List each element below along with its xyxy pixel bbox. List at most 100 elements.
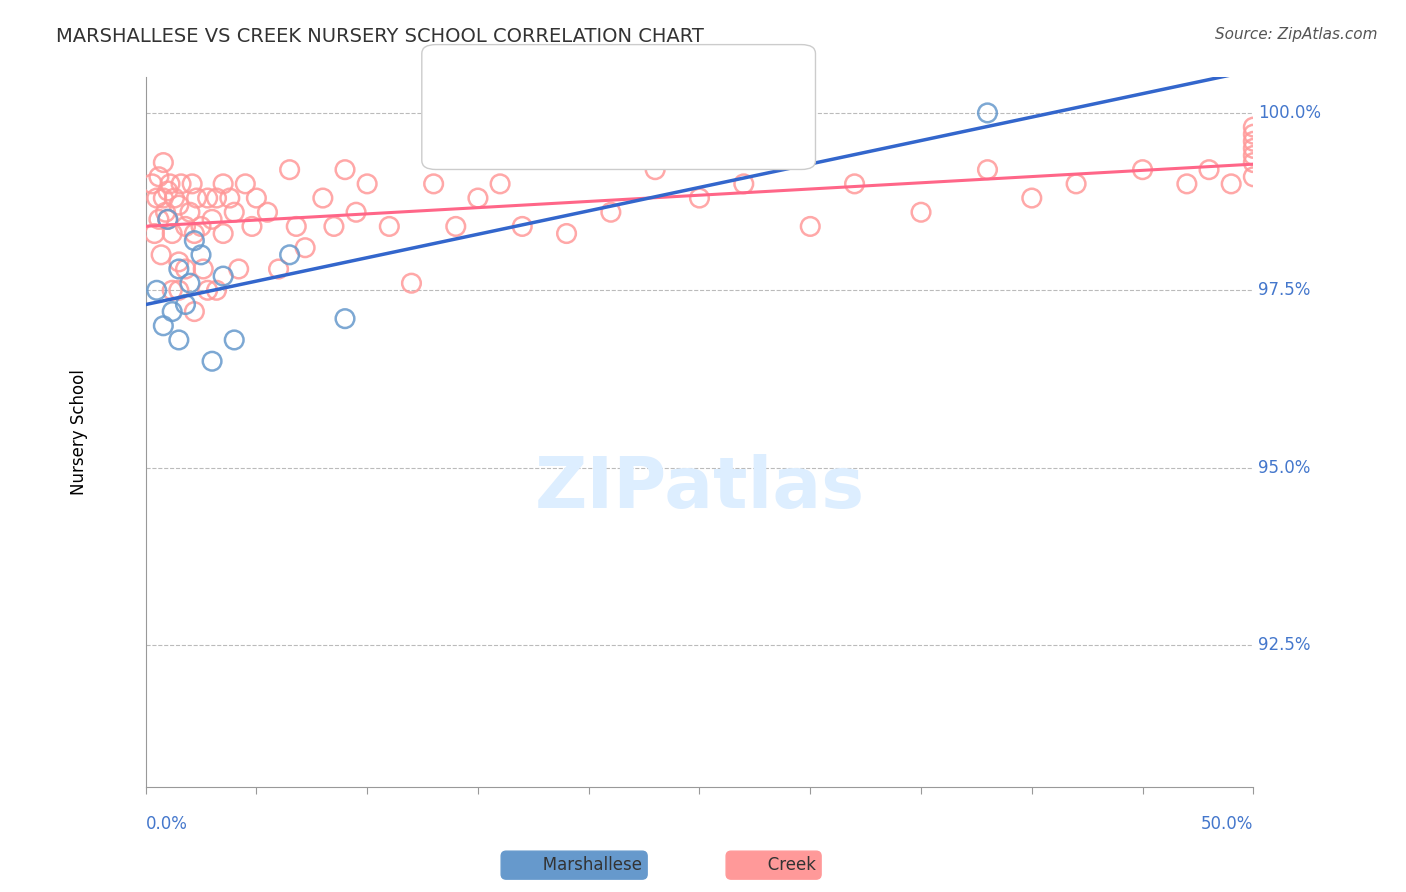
Point — [179, 276, 201, 290]
Point — [228, 262, 250, 277]
Point — [152, 318, 174, 333]
Point — [378, 219, 401, 234]
Point — [160, 283, 183, 297]
Point — [212, 227, 235, 241]
Point — [1241, 127, 1264, 141]
Text: 97.5%: 97.5% — [1258, 281, 1310, 300]
Point — [145, 283, 167, 297]
Point — [179, 205, 201, 219]
Point — [212, 177, 235, 191]
Point — [1198, 162, 1220, 177]
Point — [160, 304, 183, 318]
Point — [155, 205, 177, 219]
Point — [267, 262, 290, 277]
Text: Creek: Creek — [731, 856, 815, 874]
Point — [644, 162, 666, 177]
Point — [205, 283, 228, 297]
Point — [1132, 162, 1154, 177]
Point — [160, 227, 183, 241]
Point — [167, 283, 190, 297]
Point — [733, 177, 755, 191]
Point — [193, 262, 215, 277]
Point — [156, 184, 179, 198]
Point — [489, 177, 512, 191]
Point — [167, 333, 190, 347]
Point — [190, 219, 212, 234]
Point — [1064, 177, 1087, 191]
Point — [444, 219, 467, 234]
Point — [156, 212, 179, 227]
Point — [143, 227, 166, 241]
Point — [599, 205, 621, 219]
Point — [910, 205, 932, 219]
Point — [174, 262, 197, 277]
Point — [186, 191, 208, 205]
Point — [152, 155, 174, 169]
Point — [201, 354, 224, 368]
Point — [1220, 177, 1243, 191]
Point — [1175, 177, 1198, 191]
Point — [174, 219, 197, 234]
Point — [401, 276, 423, 290]
Point — [294, 241, 316, 255]
Point — [555, 227, 578, 241]
Point — [688, 191, 710, 205]
Point — [197, 283, 219, 297]
Point — [167, 262, 190, 277]
Point — [181, 177, 204, 191]
Text: 92.5%: 92.5% — [1258, 636, 1310, 654]
Point — [145, 191, 167, 205]
Point — [212, 269, 235, 284]
Point — [1241, 120, 1264, 134]
Point — [174, 297, 197, 311]
Point — [333, 311, 356, 326]
Point — [1241, 141, 1264, 155]
Point — [278, 248, 301, 262]
Text: 95.0%: 95.0% — [1258, 458, 1310, 476]
Point — [510, 219, 533, 234]
Point — [799, 219, 821, 234]
Text: Nursery School: Nursery School — [70, 369, 89, 495]
Point — [245, 191, 267, 205]
Point — [159, 177, 181, 191]
Text: ZIPatlas: ZIPatlas — [534, 454, 865, 524]
Point — [183, 304, 205, 318]
Text: 50.0%: 50.0% — [1201, 815, 1253, 833]
Point — [201, 212, 224, 227]
Point — [422, 177, 444, 191]
Point — [312, 191, 335, 205]
Text: R = 0.244   N = 80: R = 0.244 N = 80 — [478, 112, 662, 129]
Point — [218, 191, 240, 205]
Text: 100.0%: 100.0% — [1258, 103, 1320, 122]
Point — [256, 205, 278, 219]
Point — [233, 177, 256, 191]
Point — [163, 191, 186, 205]
Point — [148, 169, 170, 184]
Point — [141, 177, 163, 191]
Point — [1241, 169, 1264, 184]
Point — [1241, 134, 1264, 148]
Point — [976, 162, 998, 177]
Point — [333, 162, 356, 177]
Point — [148, 212, 170, 227]
Point — [1241, 155, 1264, 169]
Point — [183, 227, 205, 241]
Point — [167, 198, 190, 212]
Point — [1241, 148, 1264, 162]
Point — [323, 219, 346, 234]
Point — [224, 205, 246, 219]
Point — [278, 162, 301, 177]
Point — [170, 177, 193, 191]
Point — [150, 248, 173, 262]
Point — [240, 219, 263, 234]
Point — [197, 191, 219, 205]
Point — [285, 219, 308, 234]
Text: 0.0%: 0.0% — [146, 815, 187, 833]
Point — [344, 205, 367, 219]
Point — [844, 177, 866, 191]
Point — [156, 212, 179, 227]
Point — [356, 177, 378, 191]
Point — [467, 191, 489, 205]
Point — [1021, 191, 1043, 205]
Point — [205, 191, 228, 205]
